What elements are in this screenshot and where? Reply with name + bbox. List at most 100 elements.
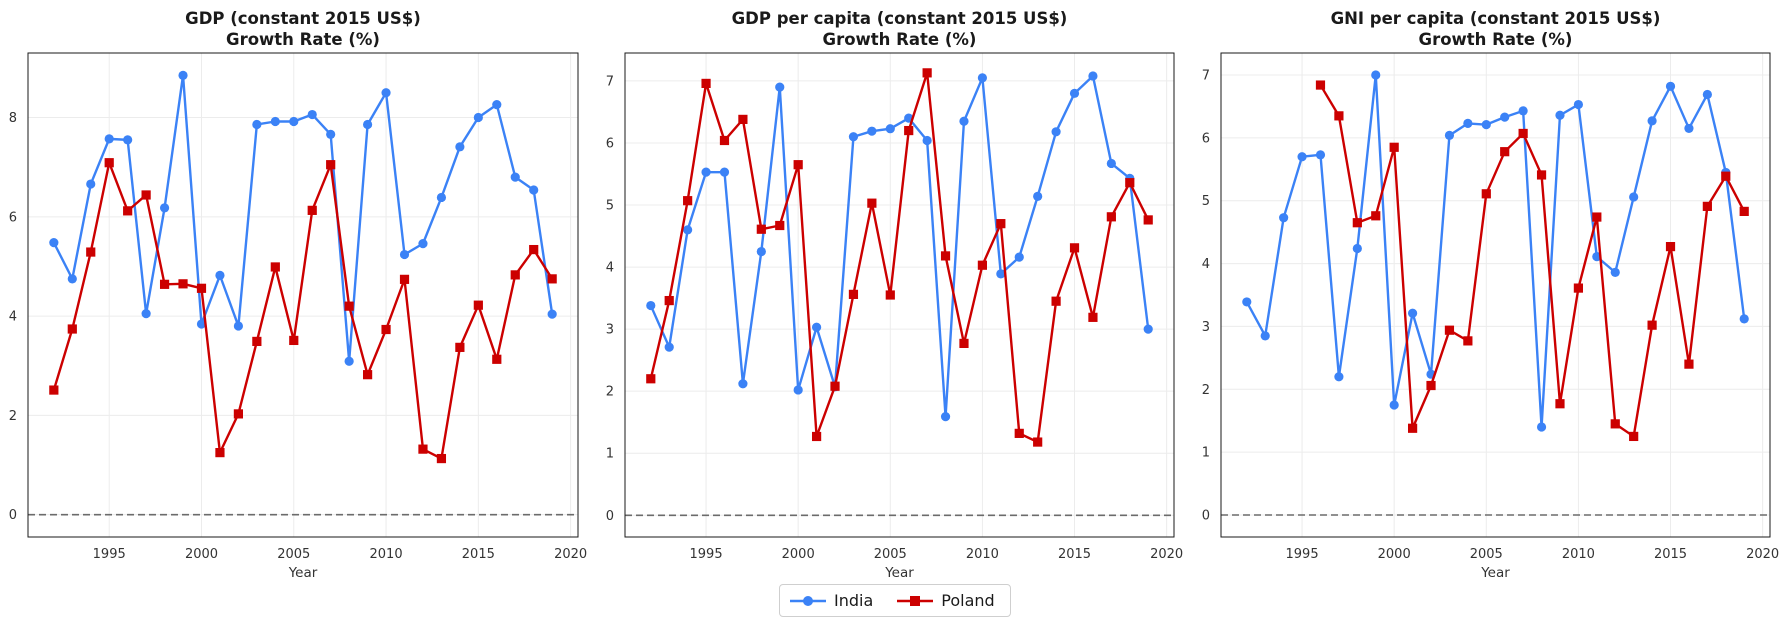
y-tick-label: 3 (1202, 320, 1210, 335)
y-tick-label: 6 (606, 136, 614, 151)
data-point (49, 385, 59, 395)
data-point (922, 135, 932, 146)
y-tick-label: 2 (606, 385, 614, 400)
data-point (867, 126, 877, 136)
y-tick-label: 1 (606, 447, 614, 462)
y-tick-label: 4 (9, 310, 17, 325)
data-point (756, 224, 766, 234)
data-point (233, 321, 244, 331)
data-point (664, 342, 674, 352)
data-point (1143, 324, 1153, 334)
data-point (270, 116, 280, 127)
data-point (67, 274, 77, 284)
data-point (49, 238, 59, 248)
data-point (848, 289, 859, 299)
data-point (811, 431, 822, 442)
data-point (344, 356, 354, 366)
data-point (1573, 283, 1584, 293)
data-point (1260, 331, 1270, 341)
y-tick-label: 0 (9, 508, 17, 523)
x-tick-label: 2005 (277, 547, 310, 562)
data-point (1463, 118, 1473, 128)
data-point (159, 279, 170, 289)
data-point (996, 219, 1006, 229)
series-line-india (52, 74, 554, 363)
data-point (977, 73, 988, 83)
data-point (289, 335, 299, 346)
data-point (344, 301, 354, 311)
data-point (830, 381, 840, 391)
data-point (940, 412, 951, 422)
series-line-poland (649, 71, 1150, 444)
data-point (1106, 212, 1116, 222)
data-point (1371, 211, 1381, 221)
data-point (215, 270, 225, 280)
chart-title-line: GNI per capita (constant 2015 US$) (1331, 9, 1661, 28)
y-tick-label: 2 (1202, 383, 1210, 398)
series-line-india (1245, 73, 1746, 429)
legend-item-poland: Poland (897, 591, 995, 610)
data-point (1033, 437, 1043, 447)
data-point (848, 132, 859, 142)
data-point (436, 453, 447, 464)
data-point (492, 100, 502, 110)
data-point (473, 300, 483, 310)
y-tick-label: 0 (1202, 509, 1210, 524)
x-axis-label: Year (884, 565, 914, 581)
x-tick-label: 2015 (1058, 547, 1091, 562)
x-axis-label: Year (288, 565, 318, 581)
data-point (418, 444, 428, 454)
series-line-india (649, 74, 1150, 418)
data-point (756, 246, 766, 257)
data-point (1555, 399, 1565, 409)
data-point (1334, 111, 1344, 121)
series-line-poland (1319, 84, 1746, 438)
data-point (1629, 431, 1639, 442)
data-point (1051, 296, 1061, 306)
legend: India Poland (779, 584, 1011, 617)
data-point (289, 116, 299, 127)
data-point (473, 112, 483, 123)
x-tick-label: 2020 (1150, 547, 1183, 562)
legend-item-india: India (790, 591, 873, 610)
x-axis-label: Year (1480, 565, 1510, 581)
data-point (1371, 70, 1381, 80)
data-point (1555, 110, 1565, 120)
data-point (1500, 147, 1510, 157)
chart-panel-1: 1995 2000 2005 2010 2015 2020 0 2 4 6 8 Year GDP (co… (9, 9, 587, 581)
data-point (775, 82, 785, 92)
x-tick-label: 1995 (690, 547, 723, 562)
data-point (547, 274, 557, 284)
data-point (86, 179, 96, 189)
data-point (67, 324, 77, 334)
chart-panel-2: 1995 2000 2005 2010 2015 2020 0 1 2 3 4 5 6 7 Year GDP … (606, 9, 1183, 581)
data-point (1739, 206, 1749, 216)
data-point (1684, 359, 1694, 369)
data-point (996, 269, 1006, 279)
data-point (399, 249, 410, 260)
x-tick-label: 1995 (1286, 547, 1319, 562)
x-tick-label: 2015 (1654, 547, 1687, 562)
data-point (1444, 130, 1455, 140)
data-point (1014, 252, 1024, 262)
series-poland (646, 68, 1153, 447)
data-point (510, 172, 520, 182)
data-point (1444, 325, 1455, 335)
data-point (1500, 112, 1510, 122)
data-point (1684, 123, 1694, 134)
data-point (399, 274, 410, 284)
x-tick-label: 2000 (1378, 547, 1411, 562)
data-point (738, 379, 748, 389)
data-point (178, 70, 188, 80)
data-point (1721, 171, 1731, 181)
data-point (738, 114, 748, 124)
x-tick-label: 2020 (554, 547, 587, 562)
data-point (196, 283, 207, 293)
x-tick-label: 2000 (185, 547, 218, 562)
data-point (215, 448, 225, 458)
data-point (1352, 243, 1362, 254)
chart-panel-3: 1995 2000 2005 2010 2015 2020 0 1 2 3 4 5 6 7 Year GNI … (1202, 9, 1779, 581)
data-point (1536, 422, 1547, 432)
x-tick-label: 2005 (874, 547, 907, 562)
